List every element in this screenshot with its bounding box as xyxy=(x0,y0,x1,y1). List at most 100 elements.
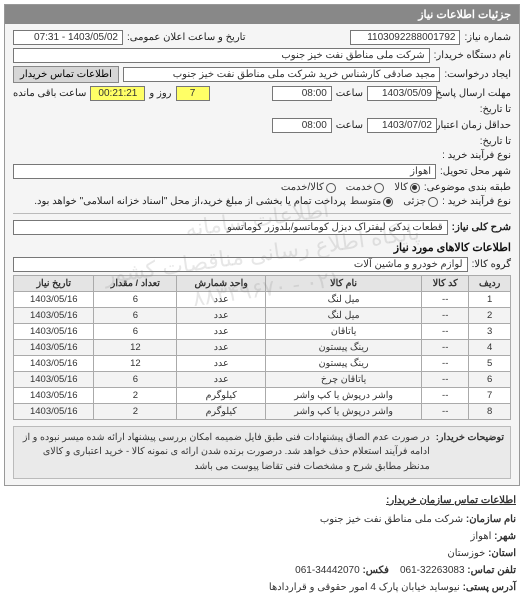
delivery-city-label: شهر محل تحویل: xyxy=(440,166,511,177)
table-cell: 6 xyxy=(469,372,511,388)
table-cell: عدد xyxy=(177,356,266,372)
table-cell: عدد xyxy=(177,324,266,340)
table-cell: -- xyxy=(422,340,469,356)
panel-title: جزئیات اطلاعات نیاز xyxy=(5,5,519,24)
footer-fax: 34442070-061 xyxy=(295,565,360,576)
process-type-label: نوع فرآیند خرید : xyxy=(442,196,511,207)
row-deadline-send: مهلت ارسال پاسخ: 1403/05/09 ساعت 08:00 7… xyxy=(13,86,511,101)
row-delivery-city: شهر محل تحویل: اهواز xyxy=(13,164,511,179)
until-label-1: تا تاریخ: xyxy=(441,104,511,115)
footer-address-row: آدرس پستی: نیوساید خیابان پارک 4 امور حق… xyxy=(8,579,516,596)
footer-address: نیوساید خیابان پارک 4 امور حقوقی و قرارد… xyxy=(269,582,460,593)
table-cell: -- xyxy=(422,404,469,420)
table-row: 3--یاتاقانعدد61403/05/16 xyxy=(14,324,511,340)
table-cell: 2 xyxy=(94,388,177,404)
details-panel: جزئیات اطلاعات نیاز اطلاعات سامانه پایگا… xyxy=(4,4,520,486)
table-cell: میل لنگ xyxy=(266,292,422,308)
radio-jozi[interactable]: جزئی xyxy=(403,196,438,207)
row-until-1: تا تاریخ: xyxy=(13,104,511,115)
until-label-2: تا تاریخ: xyxy=(441,136,511,147)
table-cell: 1403/05/16 xyxy=(14,372,94,388)
time-label-2: ساعت xyxy=(336,120,363,131)
table-body: 1--میل لنگعدد61403/05/162--میل لنگعدد614… xyxy=(14,292,511,420)
creator-label: ایجاد درخواست: xyxy=(444,69,511,80)
radio-kala-khadmat-label: کالا/خدمت xyxy=(281,182,324,193)
footer-city-label: شهر: xyxy=(494,531,516,542)
table-cell: میل لنگ xyxy=(266,308,422,324)
table-cell: 12 xyxy=(94,340,177,356)
table-cell: 5 xyxy=(469,356,511,372)
footer-city-row: شهر: اهواز xyxy=(8,528,516,545)
footer-province: خوزستان xyxy=(447,548,485,559)
remaining-label: ساعت باقی مانده xyxy=(13,88,86,99)
table-cell: عدد xyxy=(177,340,266,356)
row-until-2: تا تاریخ: xyxy=(13,136,511,147)
table-cell: -- xyxy=(422,372,469,388)
table-cell: یاتاقان xyxy=(266,324,422,340)
footer-province-label: استان: xyxy=(488,548,516,559)
radio-khadmat[interactable]: خدمت xyxy=(346,182,385,193)
row-need-number: شماره نیاز: 1103092288001792 تاریخ و ساع… xyxy=(13,30,511,45)
table-cell: 12 xyxy=(94,356,177,372)
subject-cat-label: طبقه بندی موضوعی: xyxy=(424,182,511,193)
footer-fax-label: فکس: xyxy=(362,565,388,576)
row-need-desc: شرح کلی نیاز: قطعات یدکی لیفتراک دیزل کو… xyxy=(13,220,511,235)
price-valid-time: 08:00 xyxy=(272,118,332,133)
radio-kala[interactable]: کالا xyxy=(394,182,420,193)
subject-radio-group: کالا خدمت کالا/خدمت xyxy=(281,182,420,193)
table-row: 2--میل لنگعدد61403/05/16 xyxy=(14,308,511,324)
table-cell: عدد xyxy=(177,372,266,388)
footer-org-label: نام سازمان: xyxy=(466,514,516,525)
table-cell: -- xyxy=(422,324,469,340)
table-cell: 1 xyxy=(469,292,511,308)
row-buy-process: نوع فرآیند خرید : xyxy=(13,150,511,161)
radio-dot-icon xyxy=(410,183,420,193)
panel-body: اطلاعات سامانه پایگاه اطلاع رسانی مناقصا… xyxy=(5,24,519,485)
table-cell: واشر درپوش یا کپ واشر xyxy=(266,388,422,404)
row-group: گروه کالا: لوازم خودرو و ماشین آلات xyxy=(13,257,511,272)
group-field: لوازم خودرو و ماشین آلات xyxy=(13,257,468,272)
radio-dot-icon xyxy=(383,197,393,207)
table-cell: 6 xyxy=(94,292,177,308)
buyer-note-label: توضیحات خریدار: xyxy=(436,431,504,474)
table-cell: 6 xyxy=(94,308,177,324)
divider xyxy=(13,213,511,214)
table-header-cell: تعداد / مقدار xyxy=(94,276,177,292)
row-creator: ایجاد درخواست: مجید صادقی کارشناس خرید ش… xyxy=(13,66,511,83)
days-remaining-field: 7 xyxy=(176,86,210,101)
footer-phone: 32263083-061 xyxy=(400,565,465,576)
table-row: 4--رینگ پیستونعدد121403/05/16 xyxy=(14,340,511,356)
table-header-cell: تاریخ نیاز xyxy=(14,276,94,292)
deadline-send-date: 1403/05/09 xyxy=(367,86,437,101)
table-cell: -- xyxy=(422,292,469,308)
table-cell: -- xyxy=(422,356,469,372)
need-no-label: شماره نیاز: xyxy=(464,32,511,43)
footer-city: اهواز xyxy=(471,531,492,542)
days-label: روز و xyxy=(149,88,171,99)
footer-phone-row: تلفن تماس: 32263083-061 فکس: 34442070-06… xyxy=(8,562,516,579)
radio-dot-icon xyxy=(374,183,384,193)
need-no-field: 1103092288001792 xyxy=(350,30,460,45)
radio-motavaset-label: متوسط xyxy=(350,196,381,207)
announce-field: 1403/05/02 - 07:31 xyxy=(13,30,123,45)
table-cell: 1403/05/16 xyxy=(14,292,94,308)
table-cell: عدد xyxy=(177,292,266,308)
table-cell: رینگ پیستون xyxy=(266,340,422,356)
table-cell: واشر درپوش یا کپ واشر xyxy=(266,404,422,420)
radio-kala-khadmat[interactable]: کالا/خدمت xyxy=(281,182,336,193)
footer-province-row: استان: خوزستان xyxy=(8,545,516,562)
buyer-org-label: نام دستگاه خریدار: xyxy=(434,50,511,61)
table-cell: رینگ پیستون xyxy=(266,356,422,372)
table-cell: 8 xyxy=(469,404,511,420)
deadline-send-time: 08:00 xyxy=(272,86,332,101)
group-label: گروه کالا: xyxy=(472,259,511,270)
time-label-1: ساعت xyxy=(336,88,363,99)
table-cell: عدد xyxy=(177,308,266,324)
contact-buyer-button[interactable]: اطلاعات تماس خریدار xyxy=(13,66,119,83)
table-cell: -- xyxy=(422,388,469,404)
radio-motavaset[interactable]: متوسط xyxy=(350,196,393,207)
radio-dot-icon xyxy=(428,197,438,207)
radio-kala-label: کالا xyxy=(394,182,408,193)
table-cell: 7 xyxy=(469,388,511,404)
need-desc-field: قطعات یدکی لیفتراک دیزل کوماتسو/بلدوزر ک… xyxy=(13,220,448,235)
